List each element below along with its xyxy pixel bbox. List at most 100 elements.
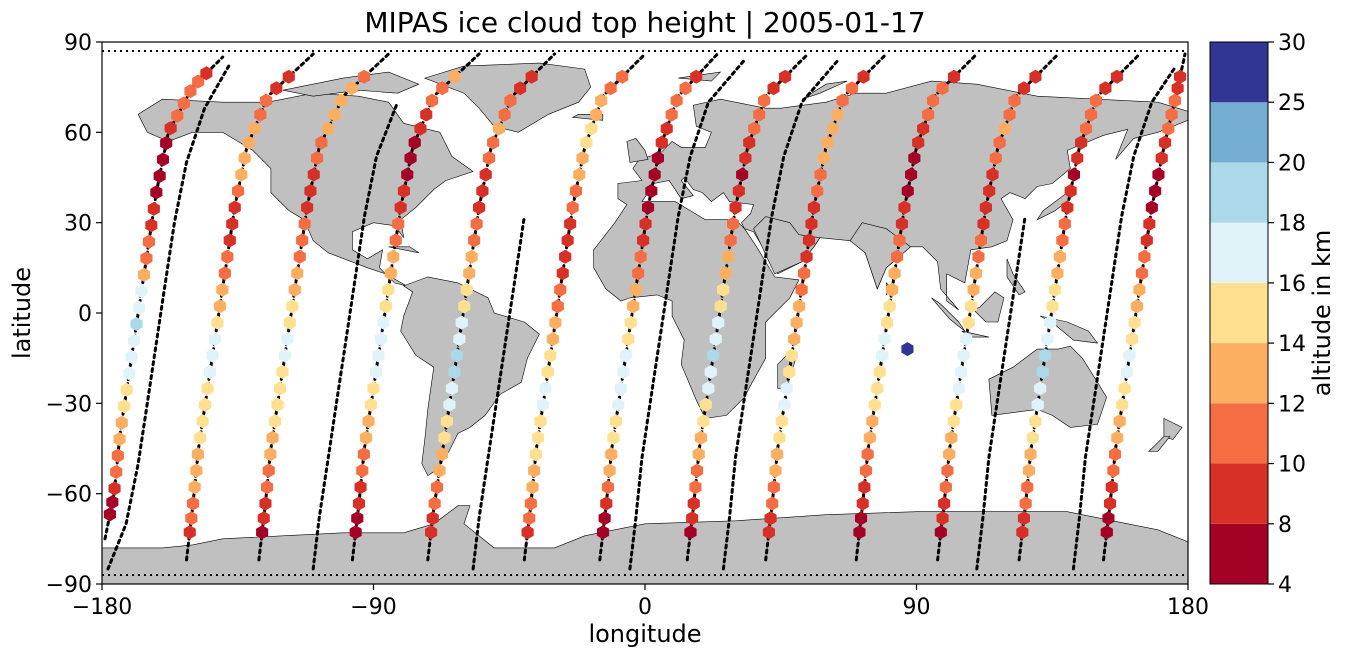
cloud-point (1135, 266, 1148, 281)
cloud-point (660, 121, 673, 136)
cloud-point (1111, 430, 1124, 445)
colorbar-tick-label: 25 (1278, 91, 1306, 116)
cloud-point (369, 365, 382, 379)
cloud-point (917, 121, 930, 136)
cloud-point (624, 315, 637, 330)
cloud-point (965, 299, 978, 314)
cloud-point (1152, 167, 1165, 182)
cloud-point (888, 266, 901, 281)
cloud-point (692, 447, 705, 462)
cloud-point (936, 81, 949, 96)
cloud-point (724, 233, 737, 248)
cloud-point (1022, 463, 1035, 478)
cloud-point (936, 511, 949, 526)
cloud-point (1128, 315, 1141, 330)
cloud-point (296, 233, 309, 248)
cloud-point (866, 414, 879, 429)
cloud-point (598, 511, 611, 526)
cloud-point (211, 315, 224, 330)
cloud-point (420, 107, 433, 122)
cloud-point (1075, 135, 1088, 150)
cloud-point (534, 414, 547, 429)
cloud-point (1123, 348, 1136, 363)
cloud-point (248, 121, 261, 136)
cloud-point (811, 184, 824, 198)
cloud-point (767, 81, 780, 96)
cloud-point (979, 200, 992, 215)
y-tick-label: 30 (64, 212, 92, 237)
colorbar-band (1210, 343, 1268, 404)
cloud-point (192, 74, 205, 89)
cloud-point (957, 348, 970, 363)
cloud-point (470, 216, 483, 231)
cloud-point (927, 93, 940, 108)
cloud-point (898, 200, 911, 215)
cloud-point (891, 249, 904, 264)
cloud-point (798, 266, 811, 281)
cloud-point (360, 430, 373, 445)
cloud-point (372, 348, 385, 363)
cloud-point (912, 135, 925, 150)
land-uk (626, 138, 649, 163)
cloud-point (238, 151, 251, 166)
cloud-point (785, 348, 798, 363)
colorbar-tick-label: 12 (1278, 392, 1306, 417)
cloud-point (989, 151, 1002, 166)
cloud-point (1064, 184, 1077, 198)
cloud-point (619, 348, 632, 363)
cloud-point (1044, 315, 1057, 330)
cloud-point (164, 121, 177, 136)
cloud-point (357, 447, 370, 462)
cloud-point (362, 414, 375, 429)
cloud-point (433, 463, 446, 478)
cloud-point (559, 249, 572, 264)
cloud-point (687, 496, 700, 511)
cloud-point (1130, 299, 1144, 314)
cloud-point (271, 397, 284, 412)
cloud-point (304, 184, 317, 198)
cloud-point (690, 69, 703, 84)
y-tick-label: 90 (64, 31, 92, 56)
cloud-point (1121, 365, 1134, 379)
cloud-point (460, 282, 473, 297)
cloud-point (783, 365, 796, 379)
cloud-point (1056, 233, 1069, 248)
cloud-point (201, 381, 214, 396)
orbit-track-d3 (471, 215, 526, 571)
cloud-point (463, 266, 476, 281)
cloud-point (188, 480, 201, 495)
cloud-point (426, 93, 439, 108)
orbit-track-t4 (350, 52, 481, 562)
cloud-point (612, 397, 625, 412)
cloud-point (605, 447, 618, 462)
cloud-point (291, 266, 304, 281)
cloud-point (948, 69, 961, 84)
cloud-point (264, 447, 277, 462)
cloud-point (349, 525, 362, 540)
cloud-point (876, 348, 889, 363)
cloud-point (523, 511, 536, 526)
cloud-point (895, 216, 908, 231)
cloud-point (453, 332, 466, 347)
cloud-point (707, 348, 720, 363)
cloud-point (775, 414, 788, 429)
cloud-point (950, 397, 963, 412)
colorbar-tick-label: 16 (1278, 272, 1306, 297)
cloud-point (634, 249, 647, 264)
cloud-point (651, 151, 664, 166)
cloud-point (1174, 69, 1187, 84)
cloud-point (805, 216, 818, 231)
y-axis-label: latitude (8, 267, 36, 359)
cloud-point (392, 216, 405, 231)
cloud-point (922, 107, 935, 122)
land-novaya-zemlya (801, 80, 848, 100)
cloud-point (858, 480, 871, 495)
cloud-point (448, 365, 461, 379)
cloud-point (717, 282, 730, 297)
y-tick-label: 60 (64, 121, 92, 146)
cloud-point (293, 249, 306, 264)
cloud-point (539, 381, 552, 396)
cloud-point (590, 107, 603, 122)
cloud-point (379, 299, 392, 314)
cloud-point (945, 430, 958, 445)
